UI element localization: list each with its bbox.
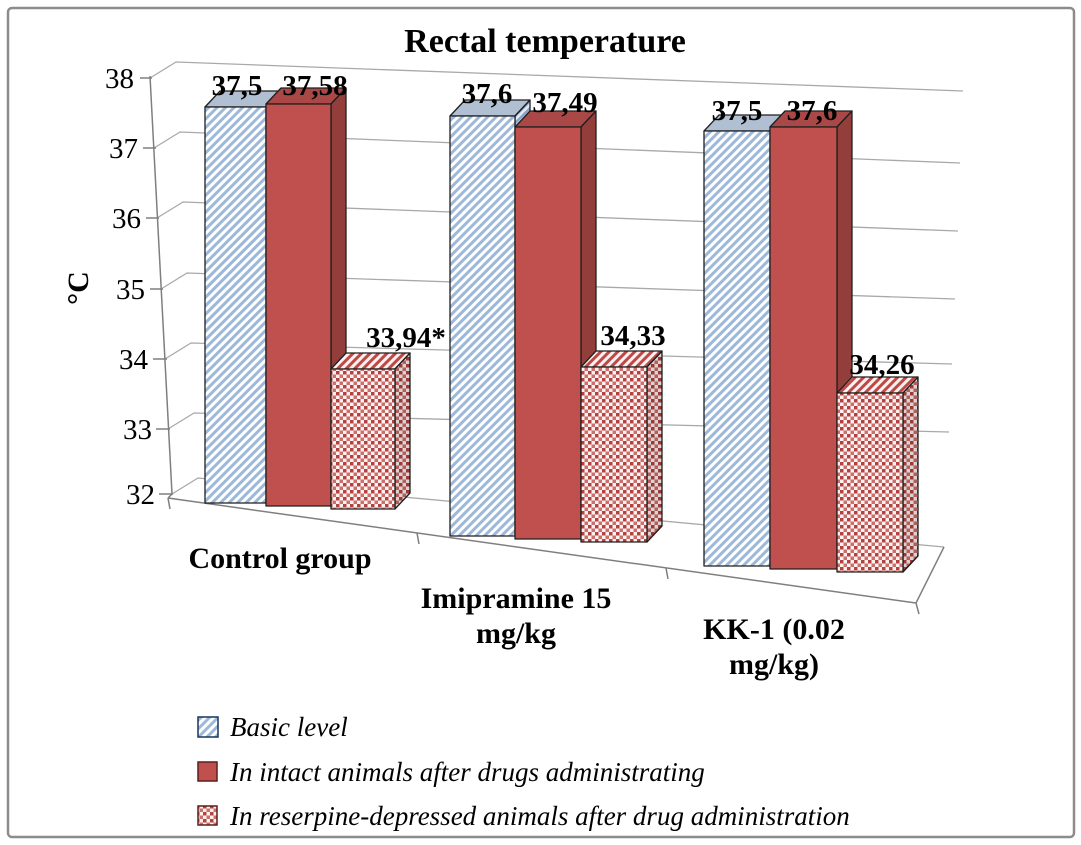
value-label-basic-control: 37,5 xyxy=(212,70,263,102)
legend-label-intact: In intact animals after drugs administra… xyxy=(229,757,705,787)
value-label-basic-imipramine: 37,6 xyxy=(462,78,513,110)
gridline-33 xyxy=(167,412,950,433)
category-label-kk1-line1: KK-1 (0.02 xyxy=(703,613,845,646)
value-label-reserpine-kk1: 34,26 xyxy=(849,349,914,381)
category-tick-2 xyxy=(665,567,669,580)
bar-reserpine-imipramine xyxy=(580,350,663,543)
value-label-intact-control: 37,58 xyxy=(282,70,347,102)
bar-reserpine-kk1 xyxy=(836,376,919,573)
category-tick-3 xyxy=(915,602,920,615)
gridline-37 xyxy=(153,131,961,164)
value-label-intact-imipramine: 37,49 xyxy=(532,87,597,119)
value-label-intact-kk1: 37,6 xyxy=(787,95,838,127)
value-label-reserpine-imipramine: 34,33 xyxy=(600,320,665,352)
y-axis-title: °C xyxy=(62,271,95,305)
y-tick-label-36: 36 xyxy=(112,203,141,235)
legend-swatch-reserpine xyxy=(197,805,218,826)
category-labels: Control group Imipramine 15 mg/kg KK-1 (… xyxy=(188,542,844,681)
bar-intact-imipramine xyxy=(514,110,597,540)
category-label-imipramine-line1: Imipramine 15 xyxy=(421,582,612,615)
y-tick-label-38: 38 xyxy=(105,63,134,95)
gridline-38 xyxy=(149,61,964,92)
bar-reserpine-control xyxy=(330,352,411,510)
y-tick-label-34: 34 xyxy=(119,344,149,376)
value-label-reserpine-control: 33,94* xyxy=(366,322,446,354)
gridline-32-floor-back-edge xyxy=(171,477,945,548)
y-tick-label-33: 33 xyxy=(123,414,152,446)
category-label-kk1-line2: mg/kg) xyxy=(729,648,819,681)
value-label-basic-kk1: 37,5 xyxy=(712,95,763,127)
legend-label-reserpine: In reserpine-depressed animals after dru… xyxy=(229,801,850,831)
y-tick-label-32: 32 xyxy=(126,479,155,511)
gridlines xyxy=(149,61,964,548)
floor xyxy=(167,493,945,615)
category-label-imipramine-line2: mg/kg xyxy=(476,617,556,650)
floor-right-edge xyxy=(915,546,945,604)
gridline-34 xyxy=(164,342,953,365)
y-tick-label-35: 35 xyxy=(116,274,145,306)
legend-label-basic-level: Basic level xyxy=(230,712,348,742)
legend: Basic level In intact animals after drug… xyxy=(197,712,850,831)
legend-swatch-intact xyxy=(197,761,218,782)
legend-swatch-basic-level xyxy=(197,716,219,738)
category-tick-1 xyxy=(416,532,420,545)
y-axis: 38 37 36 35 34 33 32 °C xyxy=(62,63,173,511)
category-tick-0 xyxy=(167,497,171,510)
category-label-control: Control group xyxy=(188,542,371,575)
figure-border xyxy=(6,6,1076,839)
chart-title: Rectal temperature xyxy=(404,23,686,60)
y-tick-label-37: 37 xyxy=(109,133,138,165)
y-axis-line xyxy=(149,75,173,495)
gridline-36 xyxy=(156,201,959,232)
category-axis-line xyxy=(167,497,917,604)
value-labels: 37,5 37,58 33,94* 37,6 37,49 34,33 37,5 … xyxy=(212,70,915,381)
gridline-35 xyxy=(160,272,956,300)
